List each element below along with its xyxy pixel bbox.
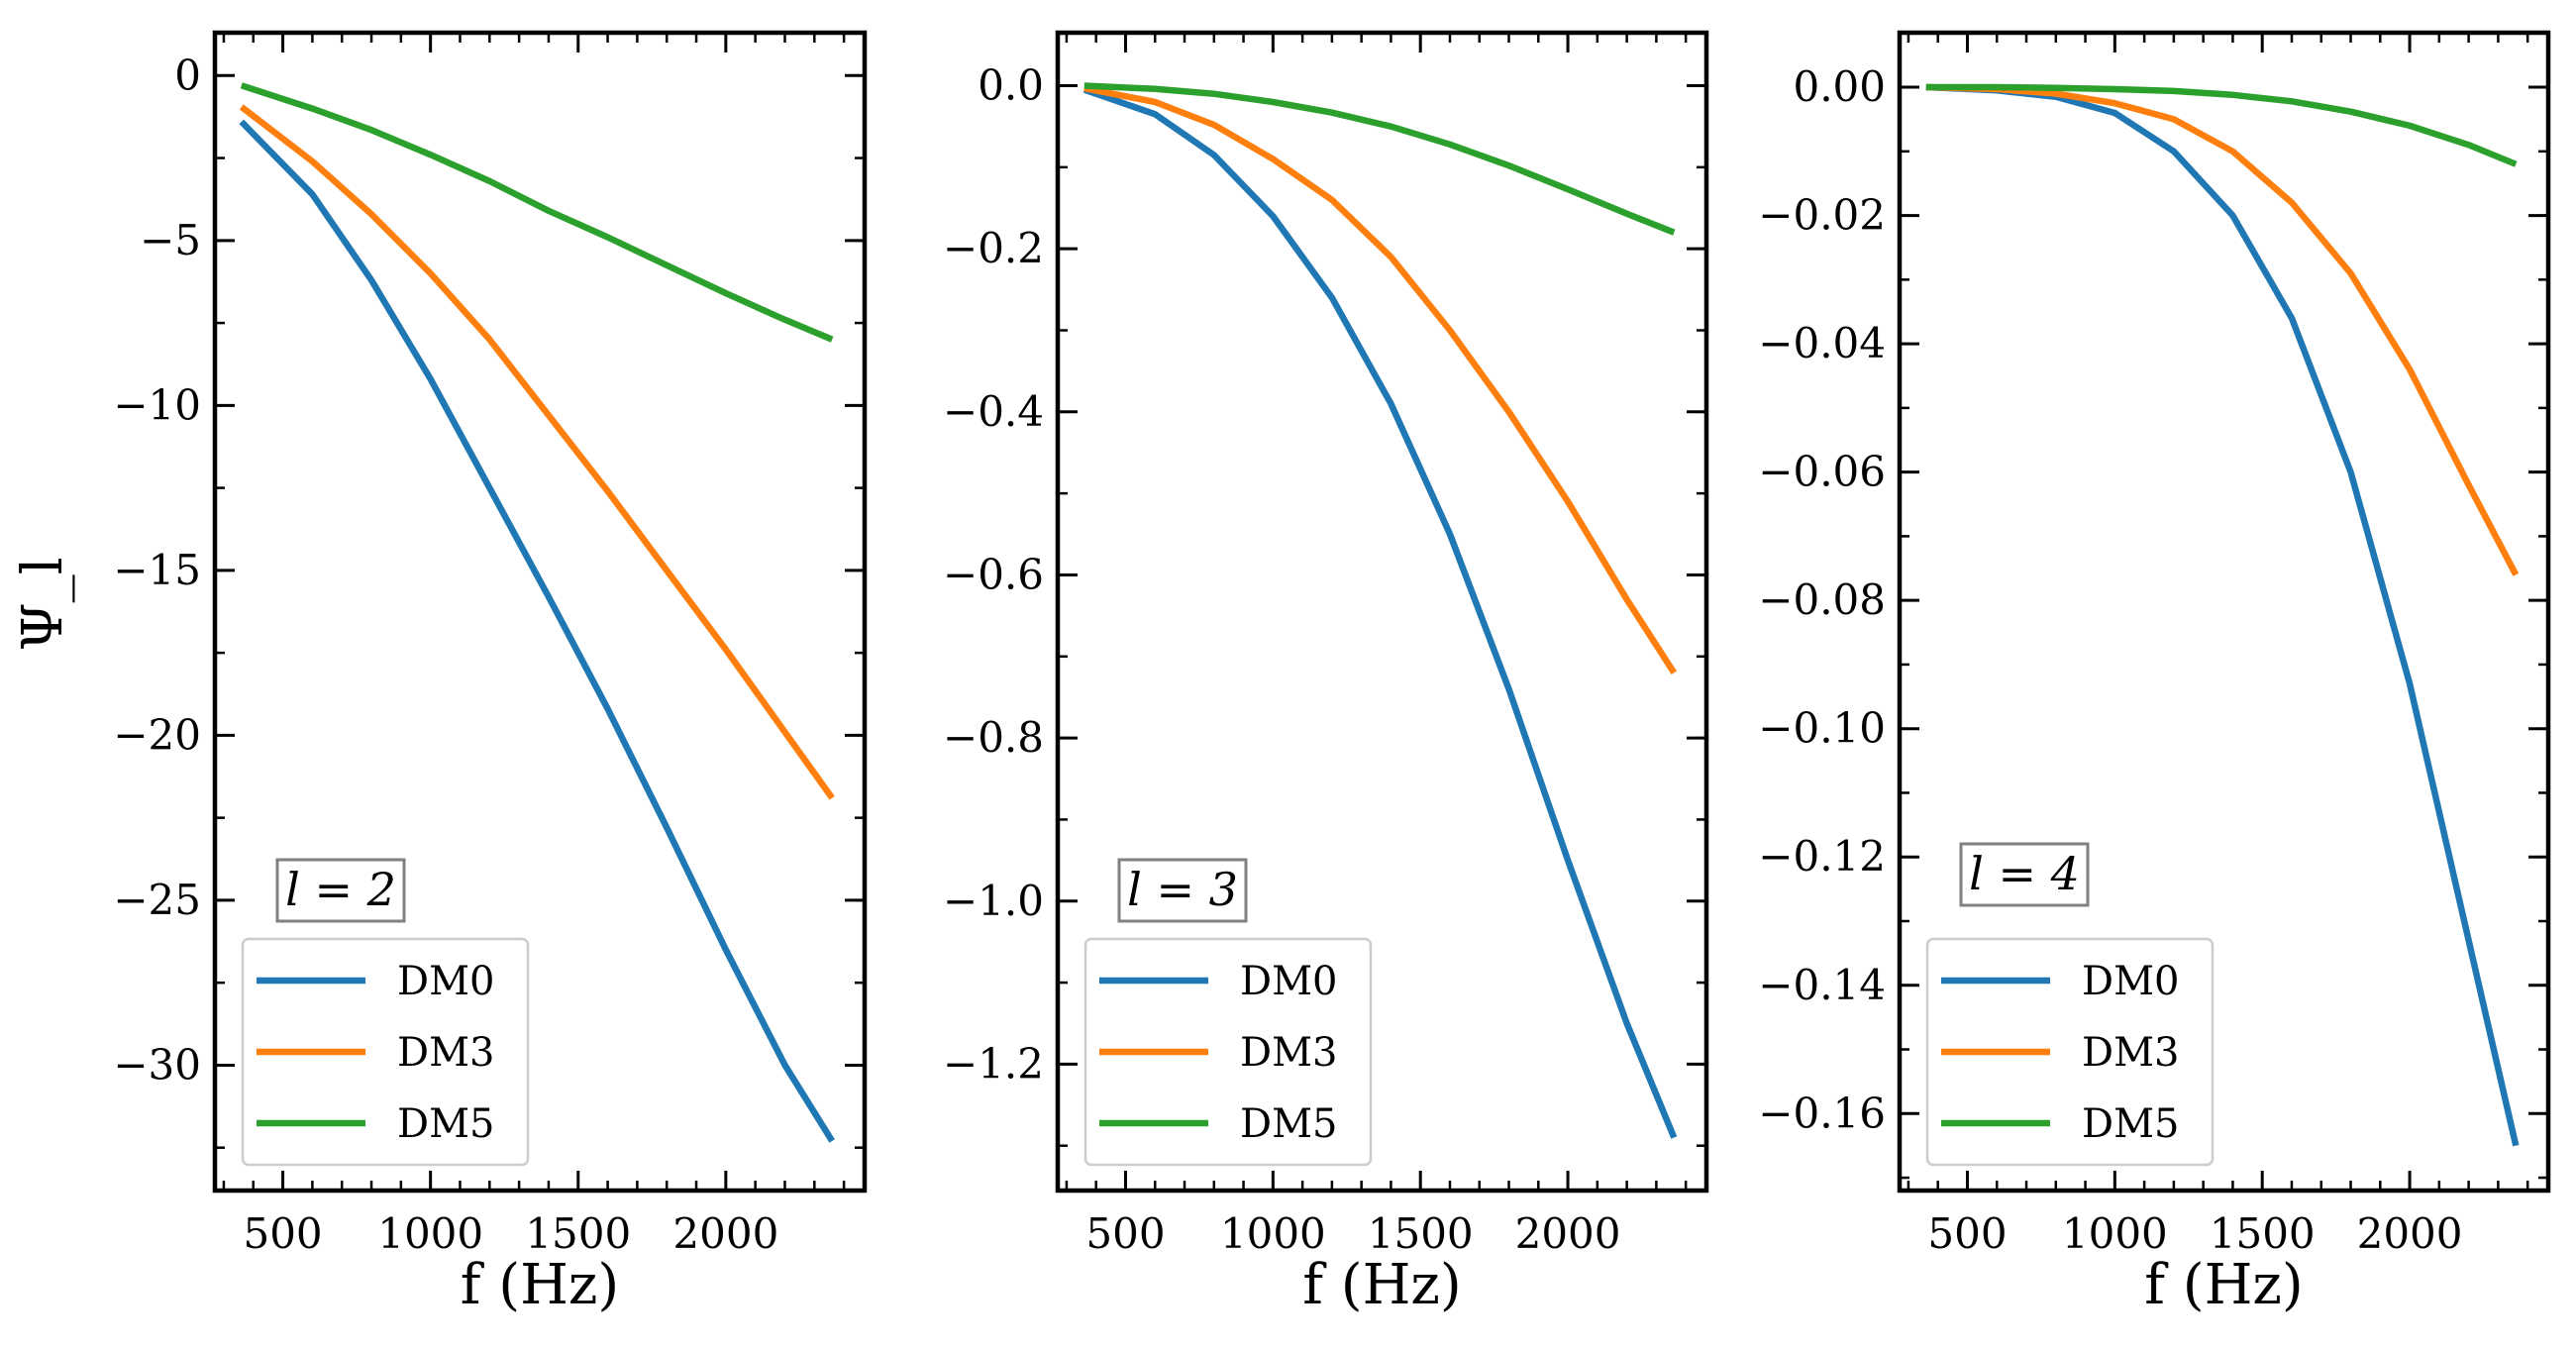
- x-tick-label: 1500: [525, 1209, 631, 1258]
- legend-box: [1083, 937, 1373, 1167]
- legend-box: [1925, 937, 2215, 1167]
- annotation-label: l = 2: [285, 863, 396, 916]
- legend-label-dm0: DM0: [1240, 959, 1337, 1004]
- y-tick-label: −0.4: [943, 387, 1044, 436]
- x-tick-label: 1000: [1220, 1209, 1326, 1258]
- y-tick-label: 0.0: [978, 61, 1044, 110]
- x-axis-label: f (Hz): [461, 1253, 620, 1317]
- series-line-dm3: [1925, 83, 2520, 576]
- y-tick-label: −0.14: [1758, 961, 1886, 1009]
- axes-frame: [212, 30, 868, 1194]
- x-axis-label: f (Hz): [1302, 1253, 1462, 1317]
- annotation-box: [275, 858, 406, 923]
- legend-label-dm5: DM5: [2082, 1101, 2179, 1147]
- x-tick-label: 2000: [1515, 1209, 1621, 1258]
- axes-frame: [1055, 30, 1709, 1194]
- x-tick-label: 1000: [377, 1209, 483, 1258]
- legend-label-dm0: DM0: [397, 959, 494, 1004]
- legend-box: [241, 937, 530, 1167]
- series-line-dm0: [239, 119, 835, 1143]
- legend-label-dm3: DM3: [1240, 1030, 1337, 1076]
- series-line-dm3: [1083, 84, 1678, 675]
- x-tick-label: 500: [243, 1209, 322, 1258]
- y-tick-label: −0.12: [1758, 832, 1886, 881]
- annotation-label: l = 3: [1127, 863, 1238, 916]
- x-tick-label: 1500: [1368, 1209, 1474, 1258]
- x-tick-label: 1000: [2062, 1209, 2168, 1258]
- annotation-label: l = 4: [1969, 847, 2080, 900]
- axes-frame: [1897, 30, 2551, 1194]
- series-line-dm5: [1083, 82, 1676, 236]
- series-line-dm5: [1925, 83, 2518, 167]
- x-axis-label: f (Hz): [2144, 1253, 2304, 1317]
- chart-panel-1: 500 1000 1500 2000 0 −5 −10 −15 −20 −25 −30 f (Hz) l…: [113, 30, 868, 1317]
- y-tick-label: −5: [140, 216, 201, 264]
- x-tick-label: 500: [1085, 1209, 1165, 1258]
- y-tick-label: −0.8: [943, 713, 1044, 762]
- annotation-box: [1959, 842, 2090, 907]
- x-tick-label: 500: [1927, 1209, 2007, 1258]
- y-tick-label: −1.2: [943, 1039, 1044, 1088]
- x-tick-label: 2000: [672, 1209, 778, 1258]
- legend-label-dm5: DM5: [397, 1101, 494, 1147]
- series-line-dm3: [239, 104, 835, 800]
- y-tick-label: 0: [174, 51, 201, 99]
- chart-panel-3: 500 1000 1500 2000 0.00 −0.02 −0.04 −0.06 −0.08 −…: [1758, 30, 2551, 1317]
- y-tick-label: −0.08: [1758, 575, 1886, 624]
- legend-label-dm5: DM5: [1240, 1101, 1337, 1147]
- y-tick-label: −0.10: [1758, 704, 1886, 753]
- y-tick-label: −1.0: [943, 877, 1044, 925]
- y-tick-label: −10: [113, 380, 201, 429]
- x-tick-label: 1500: [2210, 1209, 2316, 1258]
- legend-label-dm3: DM3: [397, 1030, 494, 1076]
- series-line-dm0: [1082, 86, 1678, 1139]
- y-tick-label: −20: [113, 710, 201, 759]
- y-tick-label: −25: [113, 876, 201, 924]
- chart-panel-2: 500 1000 1500 2000 0.0 −0.2 −0.4 −0.6 −0.8 −1.0 −1…: [943, 30, 1709, 1317]
- y-tick-label: −0.06: [1758, 448, 1886, 496]
- y-tick-label: −0.6: [943, 550, 1044, 598]
- y-tick-label: −0.04: [1758, 319, 1886, 367]
- y-tick-label: 0.00: [1793, 62, 1886, 111]
- y-tick-label: −30: [113, 1040, 201, 1089]
- series-line-dm5: [240, 82, 834, 343]
- legend-label-dm3: DM3: [2082, 1030, 2179, 1076]
- legend-label-dm0: DM0: [2082, 959, 2179, 1004]
- x-tick-label: 2000: [2357, 1209, 2463, 1258]
- y-tick-label: −15: [113, 546, 201, 594]
- annotation-box: [1117, 858, 1248, 923]
- y-axis-label: Ψ_l: [11, 557, 75, 651]
- y-tick-label: −0.02: [1758, 191, 1886, 240]
- y-tick-label: −0.16: [1758, 1089, 1886, 1137]
- y-tick-label: −0.2: [943, 224, 1044, 272]
